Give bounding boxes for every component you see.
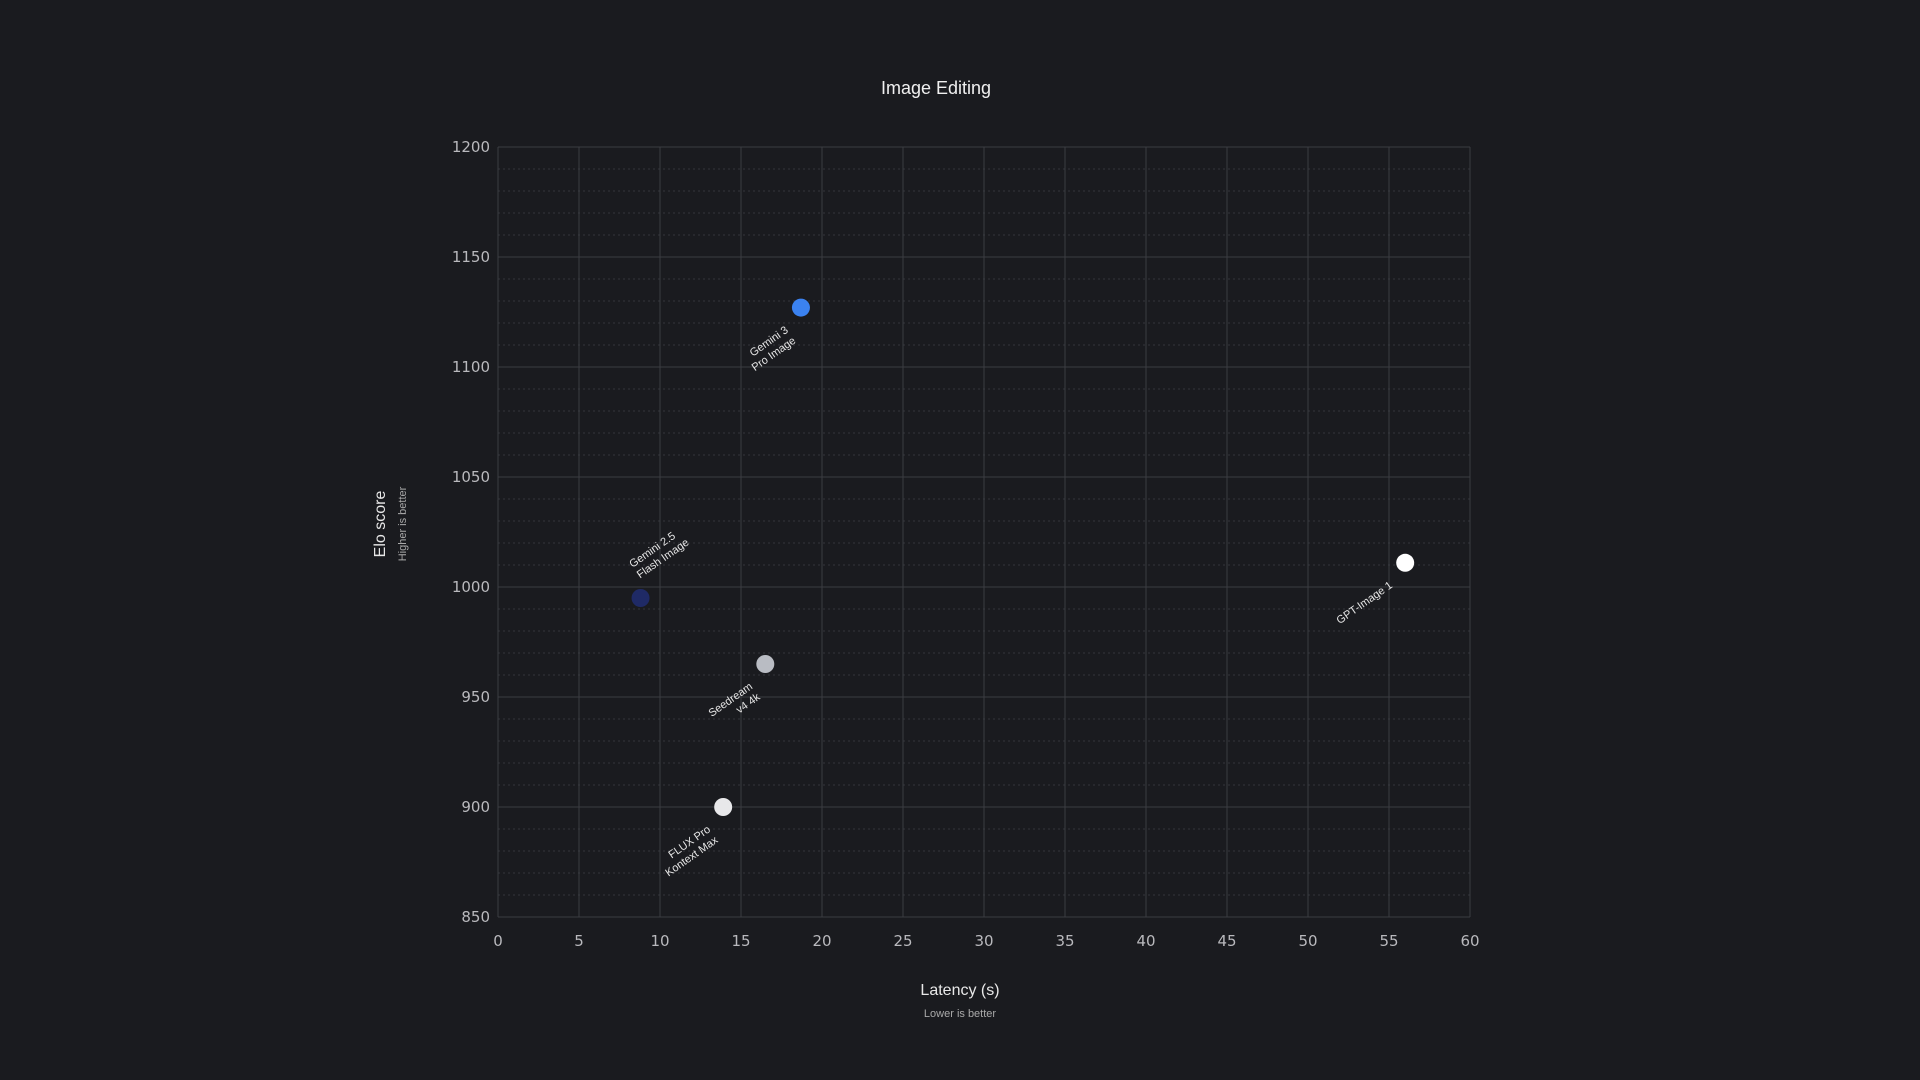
y-tick-label: 950: [461, 688, 490, 706]
chart-title: Image Editing: [881, 78, 991, 98]
point-label: Gemini 2.5Flash Image: [627, 526, 691, 581]
y-tick-label: 1200: [452, 138, 490, 156]
point-label: Gemini 3Pro Image: [742, 324, 798, 374]
x-tick-label: 20: [812, 932, 831, 950]
point-marker[interactable]: [714, 798, 733, 816]
x-tick-label: 0: [493, 932, 503, 950]
x-tick-label: 60: [1460, 932, 1479, 950]
point-marker[interactable]: [631, 589, 650, 607]
x-tick-label: 55: [1379, 932, 1398, 950]
x-tick-label: 40: [1136, 932, 1155, 950]
point-marker[interactable]: [791, 298, 810, 317]
x-tick-label: 5: [574, 932, 584, 950]
y-tick-label: 1150: [452, 248, 490, 266]
data-point[interactable]: Gemini 3Pro Image: [742, 298, 810, 374]
x-tick-label: 10: [650, 932, 669, 950]
point-marker[interactable]: [1396, 553, 1415, 572]
x-tick-label: 50: [1298, 932, 1317, 950]
y-tick-label: 900: [461, 798, 490, 816]
x-axis-label: Latency (s): [920, 982, 999, 999]
data-point[interactable]: Gemini 2.5Flash Image: [627, 526, 691, 607]
x-axis-note: Lower is better: [924, 1008, 996, 1020]
y-tick-label: 1000: [452, 578, 490, 596]
x-tick-label: 45: [1217, 932, 1236, 950]
point-marker[interactable]: [756, 655, 775, 673]
point-label: FLUX ProKontext Max: [656, 823, 721, 879]
grid: [497, 146, 1471, 918]
y-tick-label: 850: [461, 908, 490, 926]
y-axis-label: Elo score: [372, 491, 389, 558]
y-tick-label: 1050: [452, 468, 490, 486]
x-tick-label: 35: [1055, 932, 1074, 950]
y-axis-note: Higher is better: [397, 486, 409, 561]
data-point[interactable]: FLUX ProKontext Max: [656, 798, 733, 879]
x-tick-label: 30: [974, 932, 993, 950]
y-tick-label: 1100: [452, 358, 490, 376]
x-tick-label: 15: [731, 932, 750, 950]
point-label: Seedreamv4 4k: [707, 680, 763, 730]
axis-ticks: 850 900 950 1000 1050 1100 1150 1200 0 5 10 15 20 25 3…: [452, 138, 1480, 950]
x-tick-label: 25: [893, 932, 912, 950]
